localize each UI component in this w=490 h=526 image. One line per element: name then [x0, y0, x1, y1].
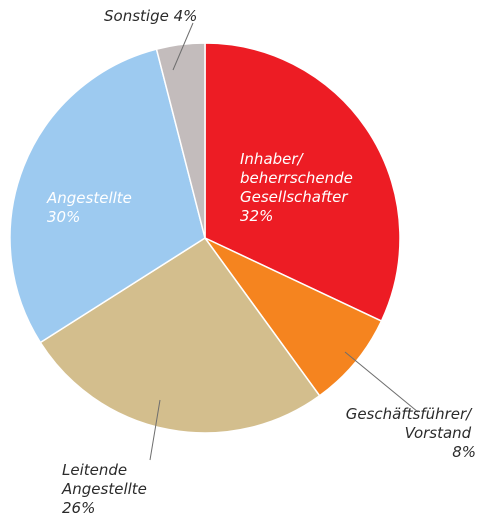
label-leitende-line-2: Angestellte — [61, 480, 147, 498]
leader-lines — [149, 22, 419, 461]
label-angestellte: Angestellte 30% — [46, 189, 137, 226]
pie-slice-angestellte — [9, 48, 206, 344]
leader-line-geschaeftsfuehrer — [344, 351, 419, 413]
label-geschaeftsfuehrer-line-1: Geschäftsführer/ — [346, 405, 473, 423]
slice-labels: Inhaber/ beherrschende Gesellschafter 32… — [46, 7, 476, 517]
label-leitende-value: 26% — [62, 499, 95, 517]
label-sonstige: Sonstige 4% — [104, 7, 197, 25]
label-geschaeftsfuehrer-line-2: Vorstand — [405, 424, 472, 442]
label-geschaeftsfuehrer: Geschäftsführer/ Vorstand 8% — [346, 405, 476, 461]
leader-line-sonstige — [172, 22, 194, 71]
pie-slices — [9, 42, 401, 434]
label-inhaber: Inhaber/ beherrschende Gesellschafter 32… — [240, 150, 358, 225]
pie-slice-sonstige — [155, 42, 206, 239]
label-leitende-angestellte: Leitende Angestellte 26% — [61, 461, 152, 517]
label-inhaber-line-1: Inhaber/ — [240, 150, 305, 168]
pie-slice-geschäftsführer-vorstand — [204, 237, 383, 397]
label-angestellte-value: 30% — [47, 208, 80, 226]
leader-line-leitende-angestellte — [149, 399, 161, 461]
pie-slice-leitende-angestellte — [39, 236, 321, 434]
label-inhaber-line-3: Gesellschafter — [240, 188, 348, 206]
label-inhaber-line-2: beherrschende — [240, 169, 353, 187]
pie-slice-inhaber-beherrschende-gesellschafter — [204, 42, 401, 323]
label-angestellte-line-1: Angestellte — [46, 189, 132, 207]
label-inhaber-value: 32% — [240, 207, 273, 225]
label-leitende-line-1: Leitende — [62, 461, 127, 479]
label-geschaeftsfuehrer-value: 8% — [452, 443, 476, 461]
